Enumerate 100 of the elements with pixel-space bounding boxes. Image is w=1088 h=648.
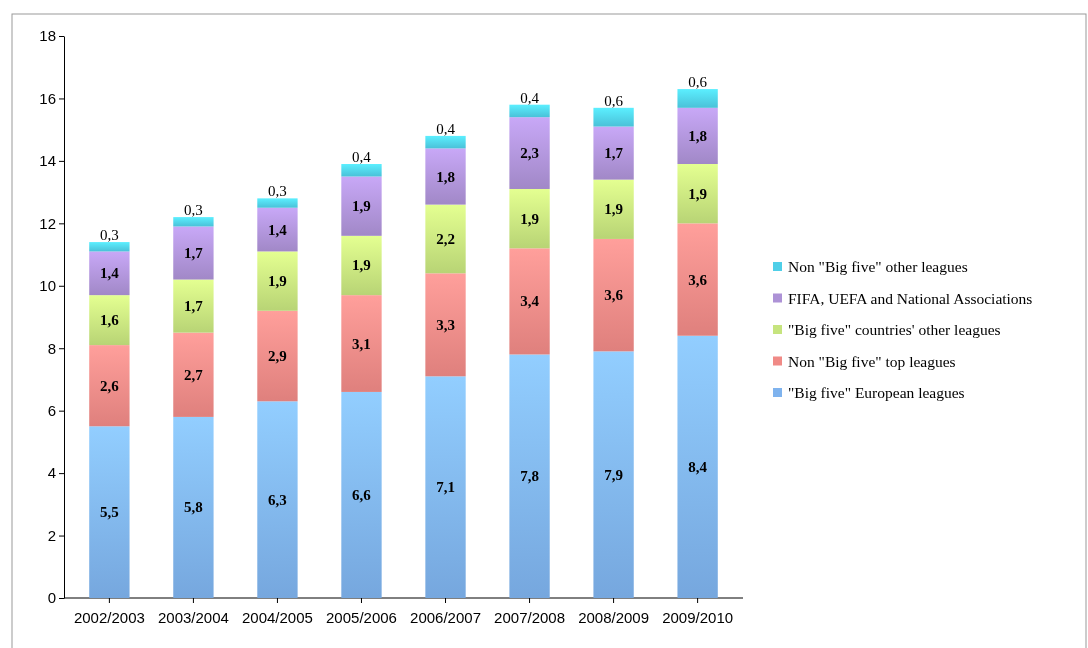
- bar: [341, 164, 382, 177]
- bar: [677, 223, 718, 336]
- bar: [593, 351, 634, 598]
- data-label: 1,9: [268, 273, 287, 290]
- bar: [677, 335, 718, 598]
- legend-label: "Big five" countries' other leagues: [788, 321, 1001, 338]
- data-label: 1,9: [352, 257, 371, 274]
- bar: [425, 273, 466, 377]
- x-tick-label: 2002/2003: [73, 608, 145, 626]
- legend-label: Non "Big five" top leagues: [788, 352, 956, 370]
- data-label: 1,4: [100, 265, 120, 282]
- data-label: 3,6: [688, 271, 708, 288]
- legend-label: Non "Big five" other leagues: [788, 258, 968, 275]
- data-label: 5,8: [184, 499, 203, 516]
- legend-label: FIFA, UEFA and National Associations: [788, 289, 1033, 307]
- data-label: 6,3: [268, 491, 287, 508]
- data-label: 0,3: [184, 202, 203, 219]
- data-label: 1,9: [352, 198, 371, 215]
- x-tick-label: 2004/2005: [241, 608, 313, 626]
- legend-label: "Big five" European leagues: [788, 384, 965, 401]
- bar: [677, 89, 718, 108]
- y-tick-label: 18: [39, 27, 56, 45]
- data-label: 1,9: [604, 201, 623, 218]
- data-label: 1,9: [520, 210, 539, 227]
- bar: [89, 242, 130, 252]
- data-label: 3,3: [436, 316, 455, 333]
- bar: [509, 354, 550, 598]
- y-tick-label: 12: [39, 214, 56, 232]
- bar: [341, 235, 382, 296]
- bar: [257, 401, 298, 598]
- bar: [257, 207, 298, 252]
- x-tick-label: 2009/2010: [662, 608, 734, 626]
- bar: [89, 426, 130, 598]
- data-label: 7,1: [436, 479, 455, 496]
- y-tick-label: 6: [47, 401, 56, 419]
- data-label: 0,4: [352, 149, 372, 166]
- data-label: 2,9: [268, 348, 287, 365]
- data-label: 7,8: [520, 468, 539, 485]
- data-label: 1,7: [184, 298, 204, 315]
- data-label: 0,3: [100, 227, 119, 244]
- bar: [89, 295, 130, 346]
- y-tick-label: 8: [47, 339, 56, 357]
- data-label: 2,7: [184, 366, 204, 383]
- bar: [341, 176, 382, 236]
- bar: [425, 148, 466, 205]
- x-tick-label: 2007/2008: [494, 608, 566, 626]
- bar: [341, 295, 382, 392]
- data-label: 8,4: [688, 458, 708, 475]
- bar: [173, 226, 214, 280]
- bar: [509, 188, 550, 249]
- bar: [173, 217, 214, 227]
- x-tick-label: 2005/2006: [326, 608, 397, 626]
- bar: [593, 107, 634, 127]
- y-tick-label: 16: [39, 89, 56, 107]
- data-label: 5,5: [100, 504, 119, 521]
- data-label: 3,6: [604, 287, 624, 304]
- bar: [425, 204, 466, 274]
- bar: [257, 251, 298, 311]
- y-tick-label: 14: [39, 152, 56, 170]
- data-label: 1,9: [688, 185, 707, 202]
- bar: [173, 279, 214, 333]
- data-label: 1,4: [268, 221, 288, 238]
- x-tick-label: 2006/2007: [410, 608, 481, 626]
- bar: [593, 179, 634, 239]
- bar: [257, 310, 298, 402]
- data-label: 1,8: [436, 168, 455, 185]
- data-label: 0,6: [604, 92, 624, 109]
- bar: [425, 376, 466, 598]
- bar: [509, 248, 550, 355]
- y-tick-label: 10: [39, 277, 56, 295]
- data-label: 7,9: [604, 466, 623, 483]
- data-label: 3,4: [520, 293, 540, 310]
- bar: [425, 135, 466, 149]
- bar: [509, 104, 550, 118]
- data-label: 6,6: [352, 486, 372, 503]
- data-label: 0,4: [436, 120, 456, 137]
- y-tick-label: 2: [47, 526, 56, 544]
- data-label: 0,4: [520, 89, 540, 106]
- data-label: 3,1: [352, 335, 371, 352]
- bar: [509, 117, 550, 189]
- data-label: 1,7: [604, 145, 624, 162]
- data-label: 0,6: [688, 74, 708, 91]
- data-label: 1,6: [100, 312, 120, 329]
- y-tick-label: 0: [47, 589, 56, 607]
- data-label: 2,2: [436, 230, 455, 247]
- bar: [593, 126, 634, 180]
- bar: [677, 164, 718, 224]
- bar: [677, 107, 718, 165]
- bar: [593, 238, 634, 352]
- x-tick-label: 2008/2009: [578, 608, 650, 626]
- data-label: 2,6: [100, 377, 120, 394]
- bar: [173, 416, 214, 598]
- data-label: 1,8: [688, 127, 707, 144]
- data-label: 0,3: [268, 183, 287, 200]
- bar: [341, 391, 382, 598]
- bar: [89, 251, 130, 296]
- bar: [257, 198, 298, 208]
- data-label: 1,7: [184, 244, 204, 261]
- bar: [173, 332, 214, 417]
- x-tick-label: 2003/2004: [157, 608, 229, 626]
